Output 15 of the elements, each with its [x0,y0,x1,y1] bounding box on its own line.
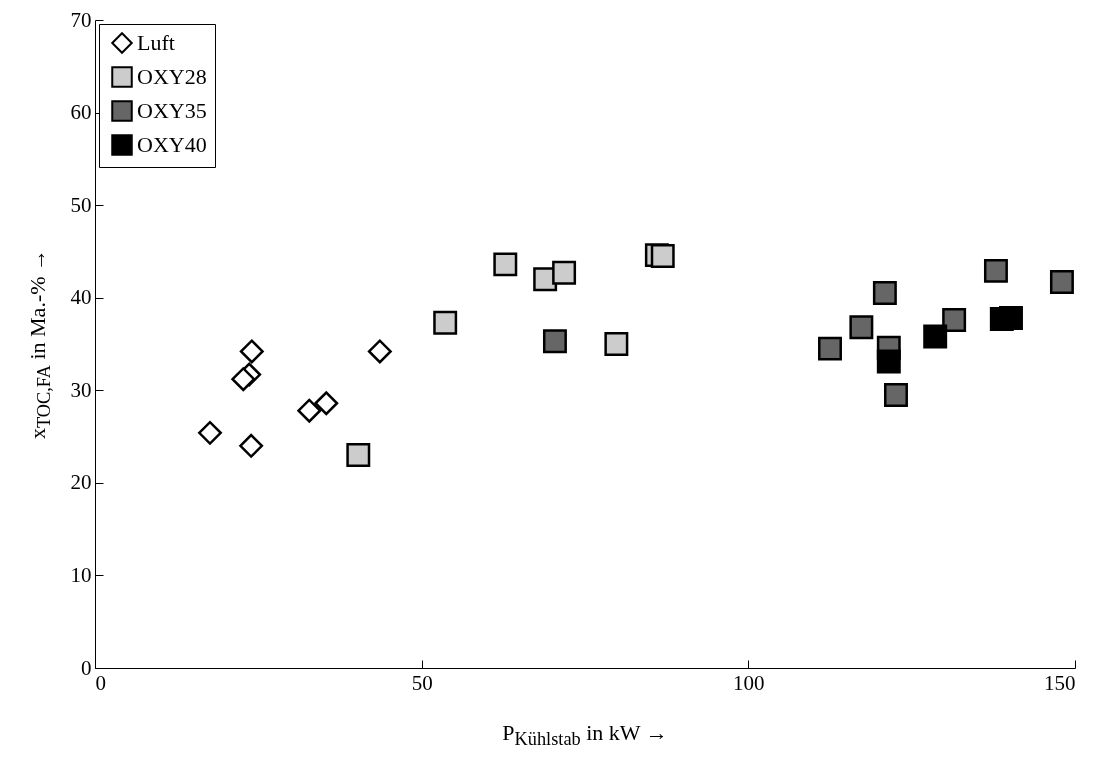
y-tick-label: 70 [70,7,92,32]
x-tick-label: 150 [1044,670,1076,695]
legend-label: OXY35 [137,98,207,123]
legend-label: OXY28 [137,64,207,89]
y-tick-label: 50 [70,192,92,217]
legend-label: Luft [137,30,175,55]
x-axis-title: P$_{Kühlstab}$ in kW → [502,719,668,751]
y-tick-label: 20 [70,470,92,495]
x-tick-label: 100 [733,670,765,695]
legend-label: OXY40 [137,132,207,157]
x-tick-label: 50 [411,670,433,695]
y-tick-label: 10 [70,562,92,587]
y-tick-label: 40 [70,285,92,310]
y-tick-label: 30 [70,377,92,402]
y-tick-label: 60 [70,100,92,125]
